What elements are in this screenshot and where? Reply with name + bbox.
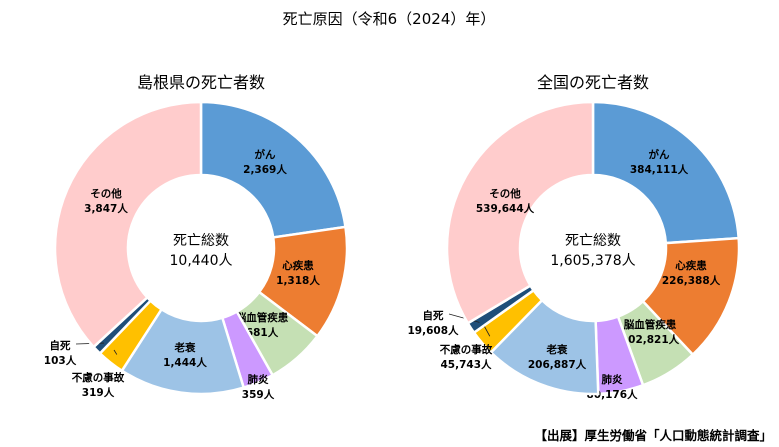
national-label-heart: 心疾患 — [675, 259, 707, 272]
national-segment-cancer — [591, 100, 741, 245]
shimane-value-pneumonia: 359人 — [242, 388, 275, 401]
source-note: 【出展】厚生労働省「人口動態統計調査」 — [534, 428, 772, 443]
national-value-senility: 206,887人 — [528, 358, 587, 371]
shimane-center-total: 10,440人 — [170, 253, 233, 269]
shimane-label-pneumonia: 肺炎 — [248, 373, 269, 386]
shimane-value-cerebrovascular: 681人 — [246, 326, 279, 339]
shimane-value-accident: 319人 — [82, 386, 115, 399]
national-label-cancer: がん — [649, 148, 670, 161]
shimane-value-suicide: 103人 — [44, 354, 77, 367]
shimane-label-cancer: がん — [255, 148, 276, 161]
shimane-label-heart: 心疾患 — [282, 259, 314, 272]
national-center-label: 死亡総数 — [565, 233, 621, 249]
shimane-label-other: その他 — [90, 187, 122, 200]
main-title: 死亡原因（令和6（2024）年） — [283, 10, 496, 28]
chart-title-national: 全国の死亡者数 — [537, 73, 649, 92]
national-label-accident: 不慮の事故 — [440, 343, 493, 356]
national-value-cerebrovascular: 102,821人 — [621, 333, 680, 346]
national-center-total: 1,605,378人 — [550, 253, 635, 269]
shimane-segment-cancer — [199, 100, 347, 239]
national-label-senility: 老衰 — [546, 343, 568, 356]
shimane-segment-other — [53, 100, 203, 349]
donut-chart-national: がん384,111人心疾患226,388人脳血管疾患102,821人肺炎80,1… — [407, 100, 741, 401]
national-value-other: 539,644人 — [476, 202, 535, 215]
national-label-suicide: 自死 — [423, 309, 444, 322]
shimane-label-cerebrovascular: 脳血管疾患 — [236, 311, 289, 324]
national-label-pneumonia: 肺炎 — [602, 373, 623, 386]
shimane-value-senility: 1,444人 — [163, 356, 207, 369]
national-segment-other — [445, 100, 595, 325]
shimane-label-suicide: 自死 — [50, 339, 71, 352]
national-value-heart: 226,388人 — [662, 274, 721, 287]
shimane-value-cancer: 2,369人 — [243, 163, 287, 176]
national-label-other: その他 — [489, 187, 521, 200]
shimane-leader-accident — [113, 349, 118, 355]
national-value-suicide: 19,608人 — [407, 324, 459, 337]
national-value-cancer: 384,111人 — [630, 163, 689, 176]
shimane-value-heart: 1,318人 — [276, 274, 320, 287]
shimane-center-label: 死亡総数 — [173, 233, 229, 249]
shimane-value-other: 3,847人 — [84, 202, 128, 215]
chart-title-shimane: 島根県の死亡者数 — [137, 73, 265, 92]
national-value-accident: 45,743人 — [440, 358, 492, 371]
shimane-label-senility: 老衰 — [174, 341, 196, 354]
shimane-label-accident: 不慮の事故 — [72, 371, 125, 384]
national-label-cerebrovascular: 脳血管疾患 — [624, 318, 677, 331]
